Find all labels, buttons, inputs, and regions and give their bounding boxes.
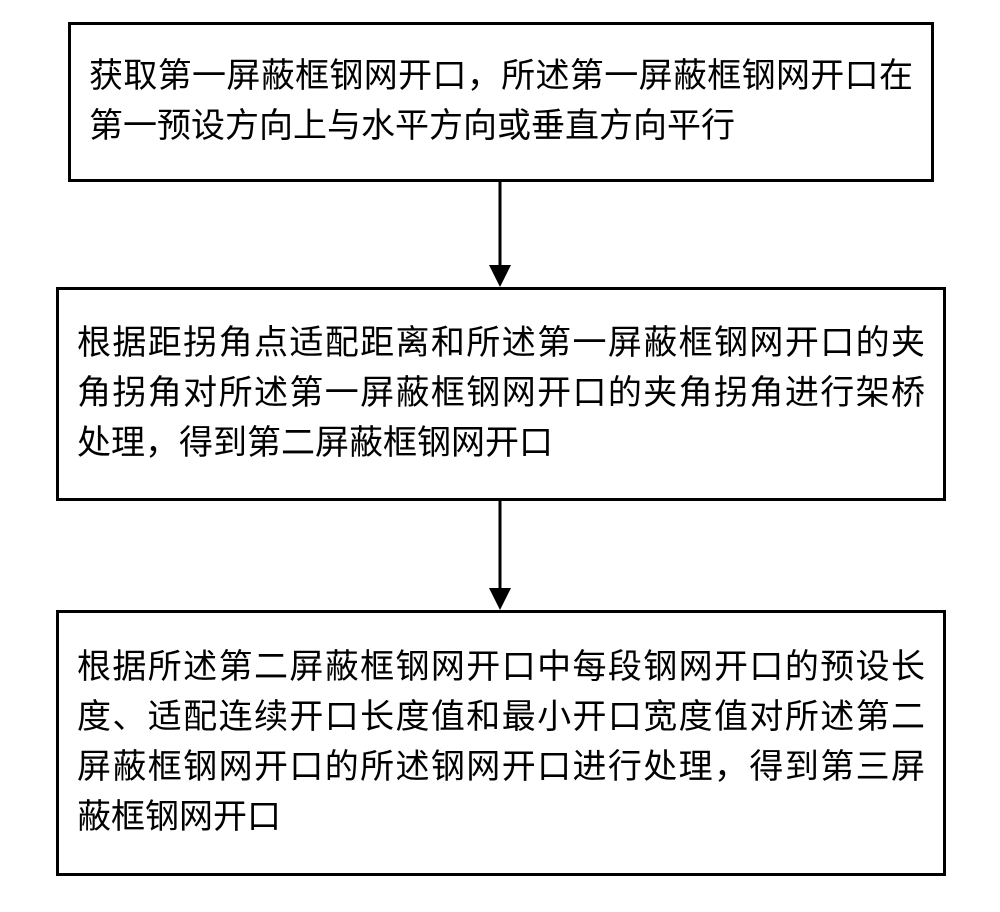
- flowchart-box-text: 根据所述第二屏蔽框钢网开口中每段钢网开口的预设长度、适配连续开口长度值和最小开口…: [77, 643, 925, 843]
- flowchart-box-b3: 根据所述第二屏蔽框钢网开口中每段钢网开口的预设长度、适配连续开口长度值和最小开口…: [56, 610, 946, 876]
- arrow-head-icon: [489, 588, 511, 610]
- flowchart-box-b2: 根据距拐角点适配距离和所述第一屏蔽框钢网开口的夹角拐角对所述第一屏蔽框钢网开口的…: [56, 287, 946, 501]
- arrow-head-icon: [489, 265, 511, 287]
- flowchart-box-text: 获取第一屏蔽框钢网开口，所述第一屏蔽框钢网开口在第一预设方向上与水平方向或垂直方…: [89, 52, 913, 152]
- flowchart-box-b1: 获取第一屏蔽框钢网开口，所述第一屏蔽框钢网开口在第一预设方向上与水平方向或垂直方…: [68, 22, 934, 182]
- flowchart-box-text: 根据距拐角点适配距离和所述第一屏蔽框钢网开口的夹角拐角对所述第一屏蔽框钢网开口的…: [77, 319, 925, 469]
